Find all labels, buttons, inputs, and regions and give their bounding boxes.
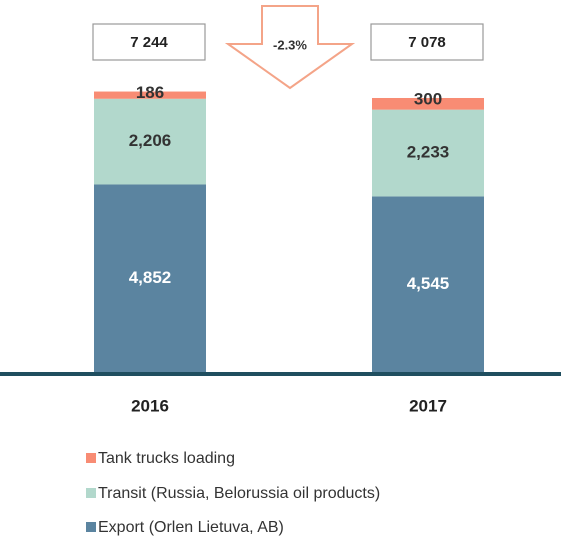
bar-segment — [94, 91, 206, 99]
data-label: 4,852 — [129, 268, 172, 287]
legend-label: Export (Orlen Lietuva, AB) — [98, 519, 284, 536]
total-box — [92, 23, 206, 61]
data-label: 300 — [414, 89, 442, 108]
bar-segment — [94, 184, 206, 373]
change-label: -2.3% — [273, 37, 307, 52]
bar-segment — [372, 109, 484, 197]
x-tick-label: 2017 — [409, 396, 447, 415]
x-tick-label: 2016 — [131, 396, 169, 415]
total-label: 7 078 — [408, 34, 446, 51]
legend-label: Transit (Russia, Belorussia oil products… — [98, 485, 380, 502]
data-label: 2,206 — [129, 131, 172, 150]
data-label: 4,545 — [407, 274, 450, 293]
legend-swatch — [86, 522, 96, 532]
legend-swatch — [86, 453, 96, 463]
bar-segment — [94, 98, 206, 185]
total-box — [370, 23, 484, 61]
data-label: 2,233 — [407, 143, 450, 162]
legend-label: Tank trucks loading — [98, 450, 235, 467]
bar-segment — [372, 97, 484, 110]
change-arrow — [224, 5, 356, 90]
total-label: 7 244 — [130, 34, 168, 51]
legend-swatch — [86, 488, 96, 498]
bar-segment — [372, 196, 484, 373]
data-label: 186 — [136, 83, 164, 102]
